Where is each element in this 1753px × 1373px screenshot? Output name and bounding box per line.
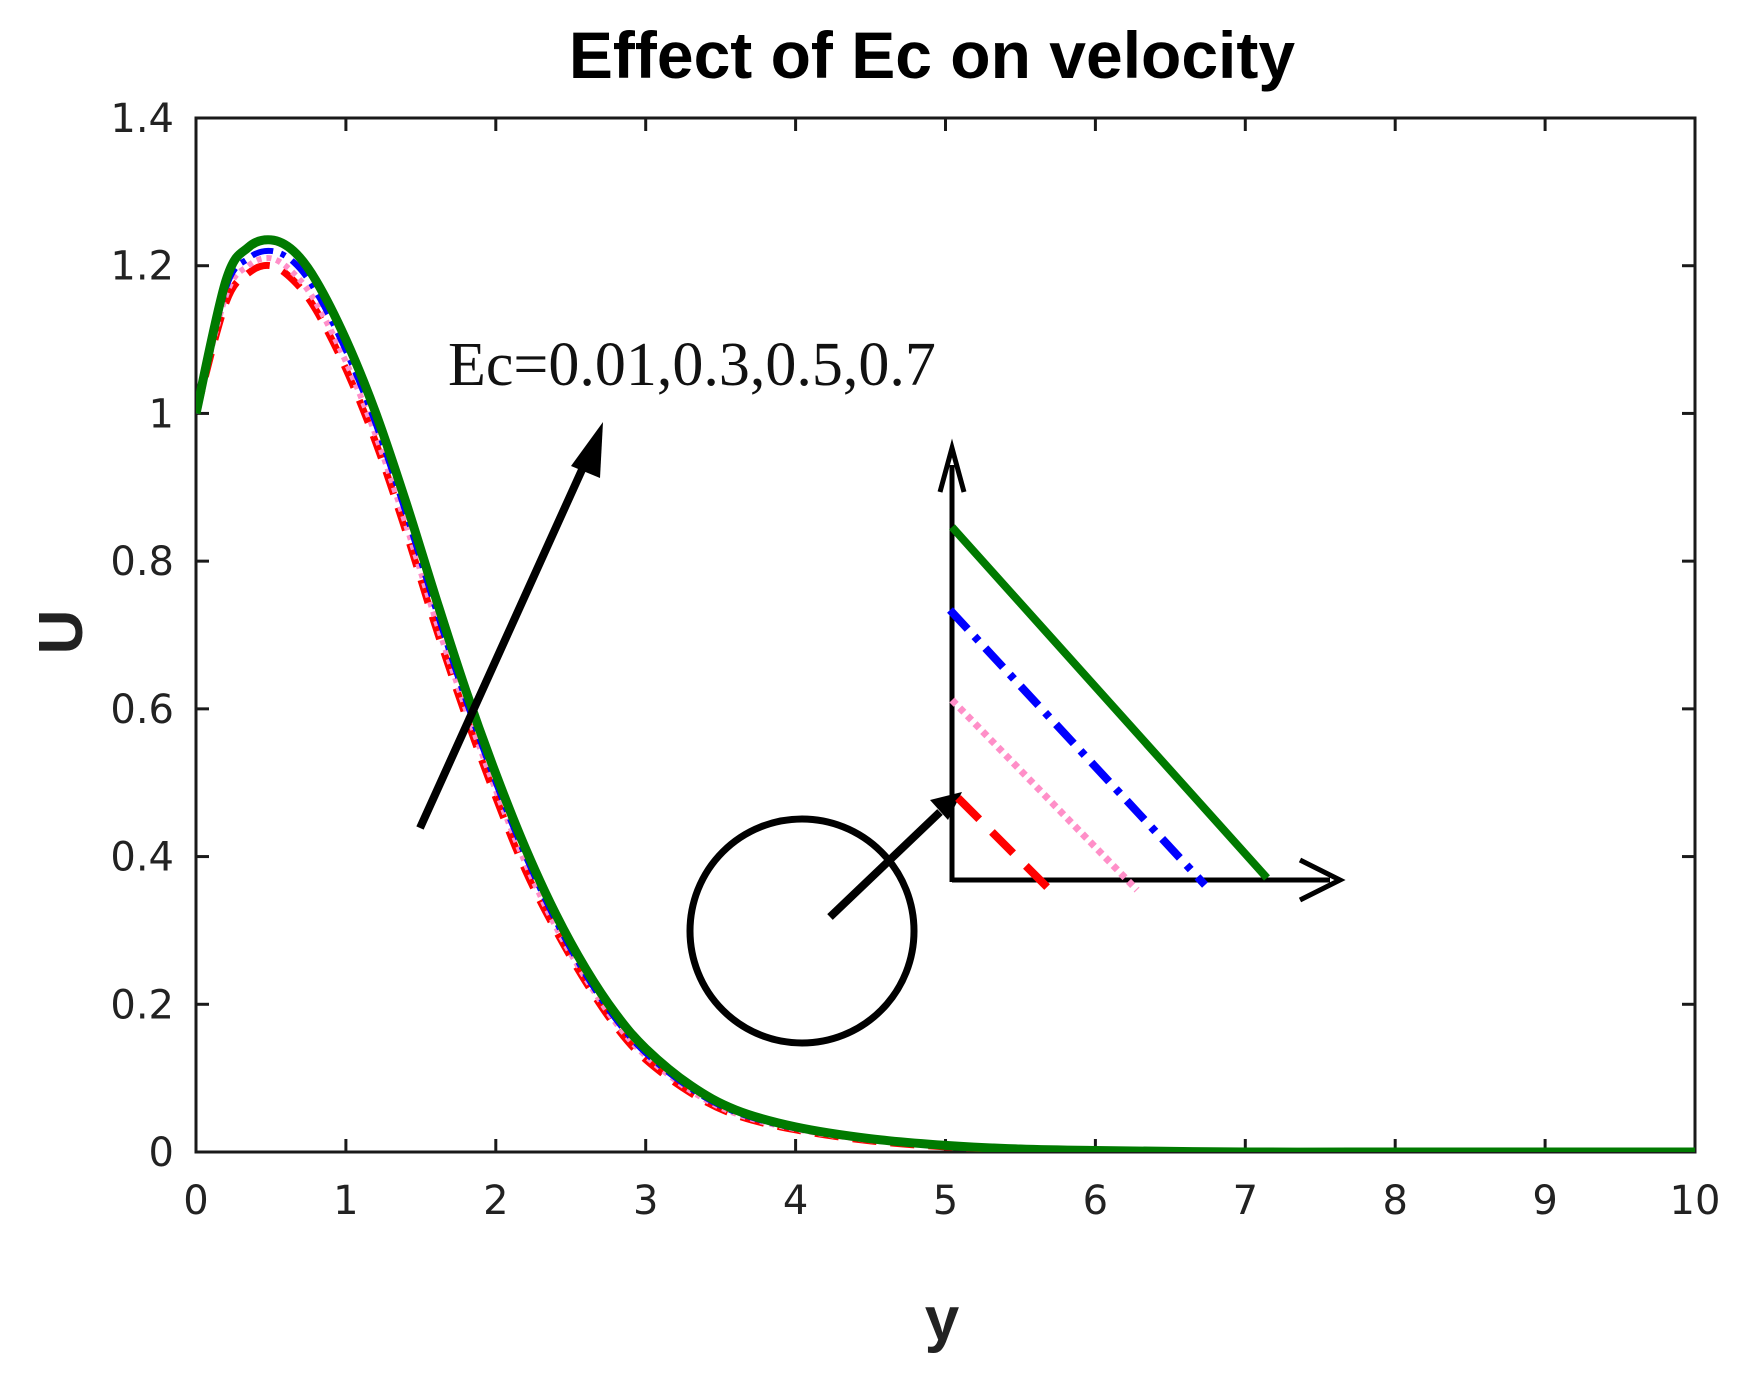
- x-tick-label: 3: [633, 1178, 658, 1224]
- x-axis-label: y: [925, 1285, 960, 1354]
- zoom-circle-icon: [686, 815, 918, 1047]
- x-tick-label: 4: [783, 1178, 808, 1224]
- inset-axes-icon: [937, 438, 1346, 903]
- y-axis-label: U: [27, 610, 96, 655]
- y-tick-label: 0: [149, 1130, 174, 1176]
- series-line-ec-0-7: [196, 235, 1695, 1152]
- x-tick-label: 10: [1670, 1178, 1721, 1224]
- series-layer: [196, 235, 1695, 1152]
- inset-line-ec-0.5: [947, 607, 1208, 888]
- increase-arrow-icon: [416, 422, 603, 830]
- x-tick-label: 5: [933, 1178, 958, 1224]
- zoom-inset: [686, 438, 1346, 1047]
- y-tick-label: 0.4: [110, 835, 174, 881]
- x-tick-label: 0: [183, 1178, 208, 1224]
- chart-title: Effect of Ec on velocity: [569, 18, 1295, 92]
- x-tick-label: 1: [333, 1178, 358, 1224]
- inset-line-ec-0.7: [949, 524, 1270, 881]
- x-tick-label: 2: [483, 1178, 508, 1224]
- y-tick-label: 1.2: [110, 244, 174, 290]
- y-tick-label: 1: [149, 391, 174, 437]
- x-tick-label: 6: [1083, 1178, 1108, 1224]
- x-tick-label: 8: [1382, 1178, 1407, 1224]
- inset-line-ec-0.3: [949, 697, 1140, 893]
- y-tick-label: 1.4: [110, 96, 174, 142]
- y-tick-label: 0.6: [110, 687, 174, 733]
- x-tick-label: 7: [1233, 1178, 1258, 1224]
- inset-line-ec-0.01: [955, 795, 1051, 891]
- ec-annotation-text: Ec=0.01,0.3,0.5,0.7: [448, 331, 936, 399]
- y-tick-label: 0.2: [110, 982, 174, 1028]
- x-tick-label: 9: [1532, 1178, 1557, 1224]
- axis-tick-labels: 0 1 2 3 4 5 6 7 8 9 10 0 0.2 0.4 0.6 0.8 1 1.2 1.4: [110, 96, 1720, 1224]
- y-tick-label: 0.8: [110, 539, 174, 585]
